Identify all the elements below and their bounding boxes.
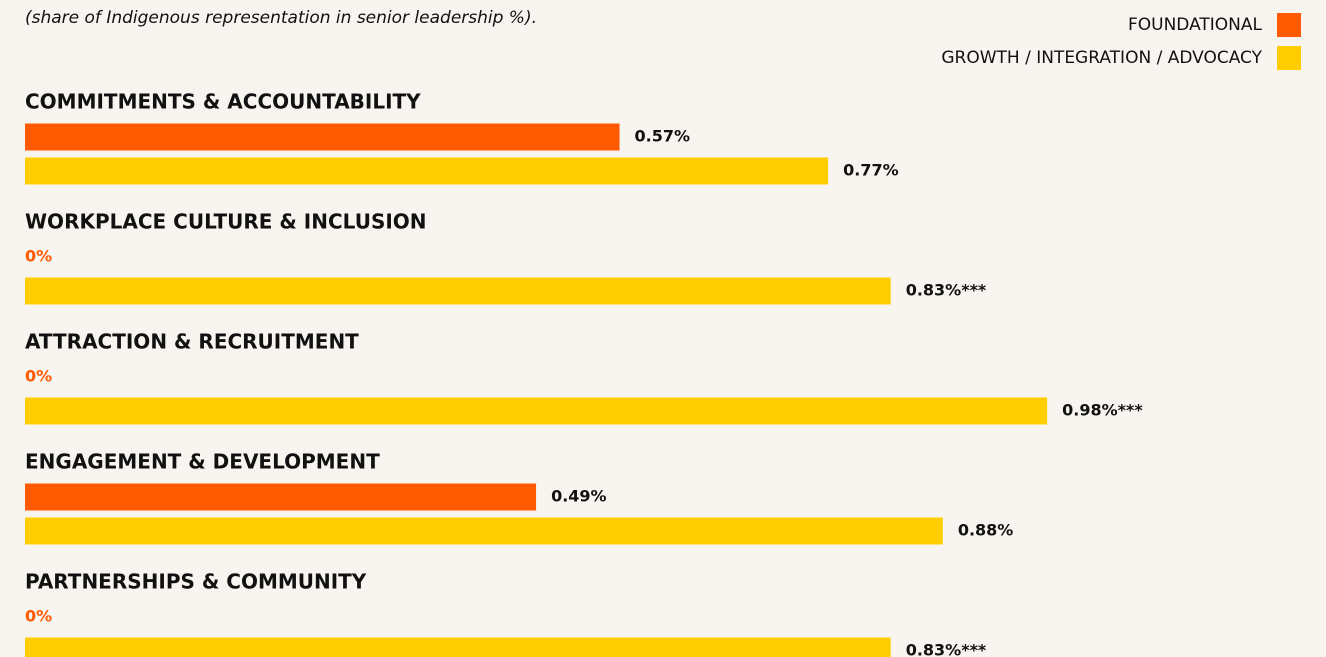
bar xyxy=(25,637,891,657)
value-label: 0% xyxy=(25,607,52,626)
chart-subtitle: (share of Indigenous representation in s… xyxy=(25,8,537,28)
bar xyxy=(25,123,620,151)
value-label: 0.49% xyxy=(551,487,607,506)
value-label: 0.57% xyxy=(635,127,691,146)
bar xyxy=(25,277,891,305)
category-label: COMMITMENTS & ACCOUNTABILITY xyxy=(25,90,421,114)
bar xyxy=(25,483,537,511)
category-label: ENGAGEMENT & DEVELOPMENT xyxy=(25,450,380,474)
category-label: ATTRACTION & RECRUITMENT xyxy=(25,330,359,354)
value-label: 0.83%*** xyxy=(906,281,987,300)
value-label: 0% xyxy=(25,367,52,386)
legend-swatch xyxy=(1277,46,1301,70)
value-label: 0% xyxy=(25,247,52,266)
legend-label: FOUNDATIONAL xyxy=(1128,15,1263,35)
bar xyxy=(25,157,829,185)
value-label: 0.88% xyxy=(958,521,1014,540)
value-label: 0.77% xyxy=(843,161,899,180)
category-label: WORKPLACE CULTURE & INCLUSION xyxy=(25,210,427,234)
value-label: 0.83%*** xyxy=(906,641,987,657)
category-label: PARTNERSHIPS & COMMUNITY xyxy=(25,570,367,594)
value-label: 0.98%*** xyxy=(1062,401,1143,420)
bar xyxy=(25,397,1048,425)
legend-swatch xyxy=(1277,13,1301,37)
legend-label: GROWTH / INTEGRATION / ADVOCACY xyxy=(941,48,1262,68)
bar xyxy=(25,517,943,545)
